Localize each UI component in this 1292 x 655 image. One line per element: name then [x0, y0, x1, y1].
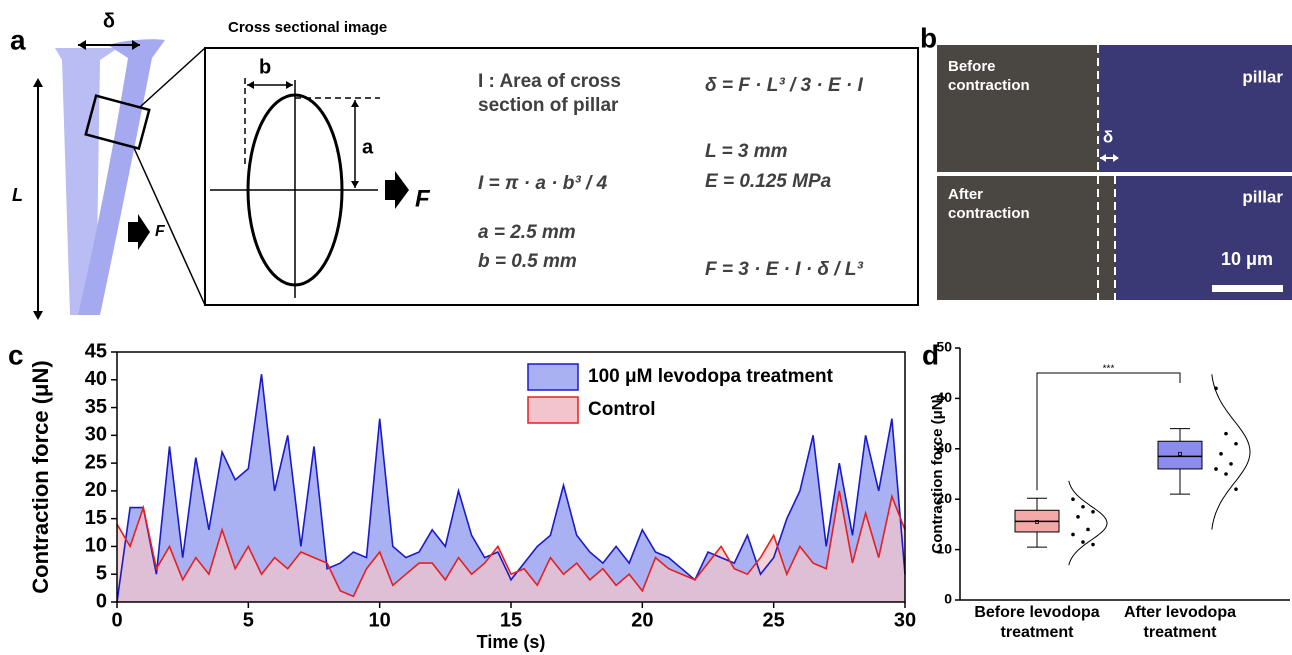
x-tick-label: After levodopa treatment [1123, 604, 1236, 641]
equation: δ = F · L³ / 3 · E · I [705, 75, 864, 96]
data-point [1091, 510, 1095, 514]
y-tick-label: 10 [936, 540, 952, 556]
delta-label: δ [1103, 127, 1113, 146]
force-label: F [415, 185, 431, 212]
image-label: After contraction [948, 186, 1030, 222]
legend-label: Control [588, 399, 656, 420]
x-tick-label: 5 [243, 609, 254, 631]
distribution-curve [1068, 480, 1108, 566]
y-tick-label: 20 [936, 490, 952, 506]
data-point [1076, 515, 1080, 519]
data-point [1224, 431, 1228, 436]
y-tick-label: 15 [85, 507, 107, 529]
y-tick-label: 30 [85, 424, 107, 446]
equation: b = 0.5 mm [478, 251, 577, 272]
data-point [1224, 472, 1228, 476]
x-tick-label: 20 [631, 609, 653, 631]
equation: F = 3 · E · I · δ / L³ [705, 259, 863, 280]
y-tick-label: 0 [96, 590, 107, 612]
data-point [1071, 497, 1075, 502]
y-tick-label: 50 [936, 339, 952, 355]
inset-title: Cross sectional image [228, 19, 387, 36]
data-point [1214, 467, 1218, 471]
x-axis-label: Time (s) [477, 632, 546, 652]
legend-swatch [527, 363, 579, 391]
y-tick-label: 30 [936, 440, 952, 456]
force-label: F [155, 223, 166, 240]
scale-bar-label: 10 μm [1221, 249, 1273, 269]
legend-label: 100 μM levodopa treatment [588, 366, 834, 387]
image-label: pillar [1242, 187, 1283, 206]
data-point [1071, 532, 1075, 537]
series-line [116, 374, 906, 603]
x-tick-label: Before levodopa treatment [974, 604, 1100, 641]
equation: a = 2.5 mm [478, 222, 576, 243]
data-point [1081, 540, 1085, 544]
x-tick-label: 10 [369, 609, 391, 631]
panel-label: c [8, 339, 24, 370]
zoom-line [139, 47, 206, 108]
area-fill [117, 490, 905, 602]
area-definition: I : Area of cross section of pillar [478, 71, 621, 116]
inset-force-arrow [385, 171, 409, 209]
y-axis-label: Contraction force (μN) [28, 360, 53, 593]
equation: E = 0.125 MPa [705, 171, 832, 192]
x-tick-label: 30 [894, 609, 916, 631]
image-label: Before contraction [948, 58, 1030, 94]
series-line [116, 490, 906, 598]
panel-label: a [10, 24, 26, 55]
mean-marker [1035, 519, 1039, 524]
data-point [1229, 462, 1233, 466]
cross-section-marker [84, 94, 151, 151]
area-fill [117, 374, 905, 602]
panel-label: d [922, 339, 939, 370]
equation: I = π · a · b³ / 4 [478, 173, 608, 194]
data-point [1219, 452, 1223, 456]
pillar-drawing [33, 39, 919, 320]
y-tick-label: 10 [85, 535, 107, 557]
data-point [1091, 542, 1095, 547]
data-point [1234, 487, 1238, 491]
distribution-curve [1211, 374, 1251, 530]
y-tick-label: 45 [85, 340, 107, 362]
scale-bar [1212, 285, 1283, 292]
data-point [1081, 504, 1085, 509]
pillar-bent [78, 39, 165, 316]
y-tick-label: 5 [96, 563, 107, 585]
mean-marker [1178, 451, 1182, 456]
force-arrow [128, 214, 150, 250]
y-tick-label: 35 [85, 396, 107, 418]
inset-box [204, 47, 919, 306]
length-label: L [12, 185, 23, 205]
x-tick-label: 0 [111, 609, 122, 631]
image-label: pillar [1242, 67, 1283, 86]
y-tick-label: 40 [936, 389, 952, 405]
data-point [1234, 441, 1238, 446]
equation: L = 3 mm [705, 141, 788, 162]
micrograph [937, 45, 1292, 300]
delta-label: δ [103, 10, 115, 32]
background-region [937, 45, 1100, 172]
x-tick-label: 25 [763, 609, 785, 631]
data-point [1086, 527, 1090, 532]
y-tick-label: 20 [85, 479, 107, 501]
legend-swatch [527, 396, 579, 424]
y-tick-label: 40 [85, 368, 107, 390]
significance-label: *** [1103, 364, 1115, 375]
y-tick-label: 25 [85, 451, 107, 473]
zoom-line [133, 147, 206, 306]
dim-label: b [259, 56, 271, 78]
y-tick-label: 0 [944, 591, 952, 607]
pillar-straight [55, 48, 118, 315]
background-region [937, 176, 1115, 300]
dim-label: a [362, 136, 374, 158]
y-axis-label: Contraction force (μN) [929, 394, 946, 553]
significance-bracket [1036, 372, 1181, 491]
x-tick-label: 15 [500, 609, 522, 631]
delta-arrowheads [1100, 154, 1119, 162]
panel-label: b [920, 22, 937, 53]
text-layer: a b c d δ L F Cross sectional image b a … [8, 10, 1283, 370]
